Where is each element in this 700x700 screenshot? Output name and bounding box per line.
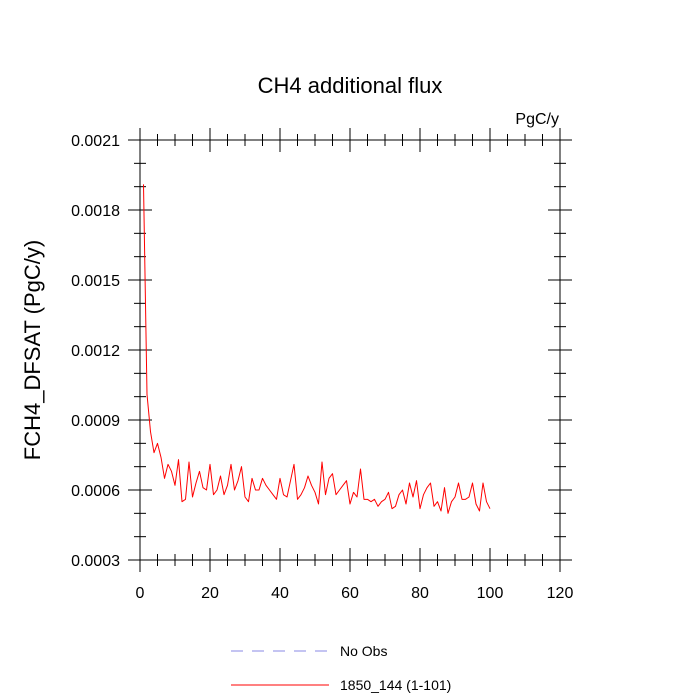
units-label: PgC/y bbox=[515, 111, 559, 128]
y-tick-label: 0.0009 bbox=[71, 413, 120, 430]
x-tick-label: 100 bbox=[477, 585, 504, 602]
x-tick-label: 120 bbox=[547, 585, 574, 602]
y-tick-label: 0.0015 bbox=[71, 273, 120, 290]
y-axis-label: FCH4_DFSAT (PgC/y) bbox=[20, 240, 45, 460]
legend-no-obs-label: No Obs bbox=[340, 643, 387, 659]
y-tick-label: 0.0006 bbox=[71, 483, 120, 500]
x-tick-label: 80 bbox=[411, 585, 429, 602]
x-tick-label: 60 bbox=[341, 585, 359, 602]
series-line bbox=[143, 184, 491, 514]
series-layer bbox=[143, 184, 491, 514]
y-tick-label: 0.0012 bbox=[71, 343, 120, 360]
y-tick-label: 0.0021 bbox=[71, 133, 120, 150]
y-tick-label: 0.0018 bbox=[71, 203, 120, 220]
y-tick-label: 0.0003 bbox=[71, 553, 120, 570]
legend: No Obs 1850_144 (1-101) bbox=[231, 643, 451, 693]
chart-title: CH4 additional flux bbox=[258, 73, 443, 98]
x-tick-label: 40 bbox=[271, 585, 289, 602]
plot-frame bbox=[139, 139, 561, 561]
x-tick-label: 0 bbox=[136, 585, 145, 602]
x-tick-labels: 0 20 40 60 80 100 120 bbox=[136, 585, 574, 602]
x-tick-label: 20 bbox=[201, 585, 219, 602]
legend-series-label: 1850_144 (1-101) bbox=[340, 677, 451, 693]
axis-ticks bbox=[128, 128, 572, 572]
y-tick-labels: 0.0003 0.0006 0.0009 0.0012 0.0015 0.0018 0.00… bbox=[71, 133, 120, 570]
